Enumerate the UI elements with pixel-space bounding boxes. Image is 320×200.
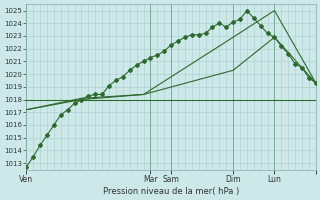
X-axis label: Pression niveau de la mer( hPa ): Pression niveau de la mer( hPa ): [103, 187, 239, 196]
